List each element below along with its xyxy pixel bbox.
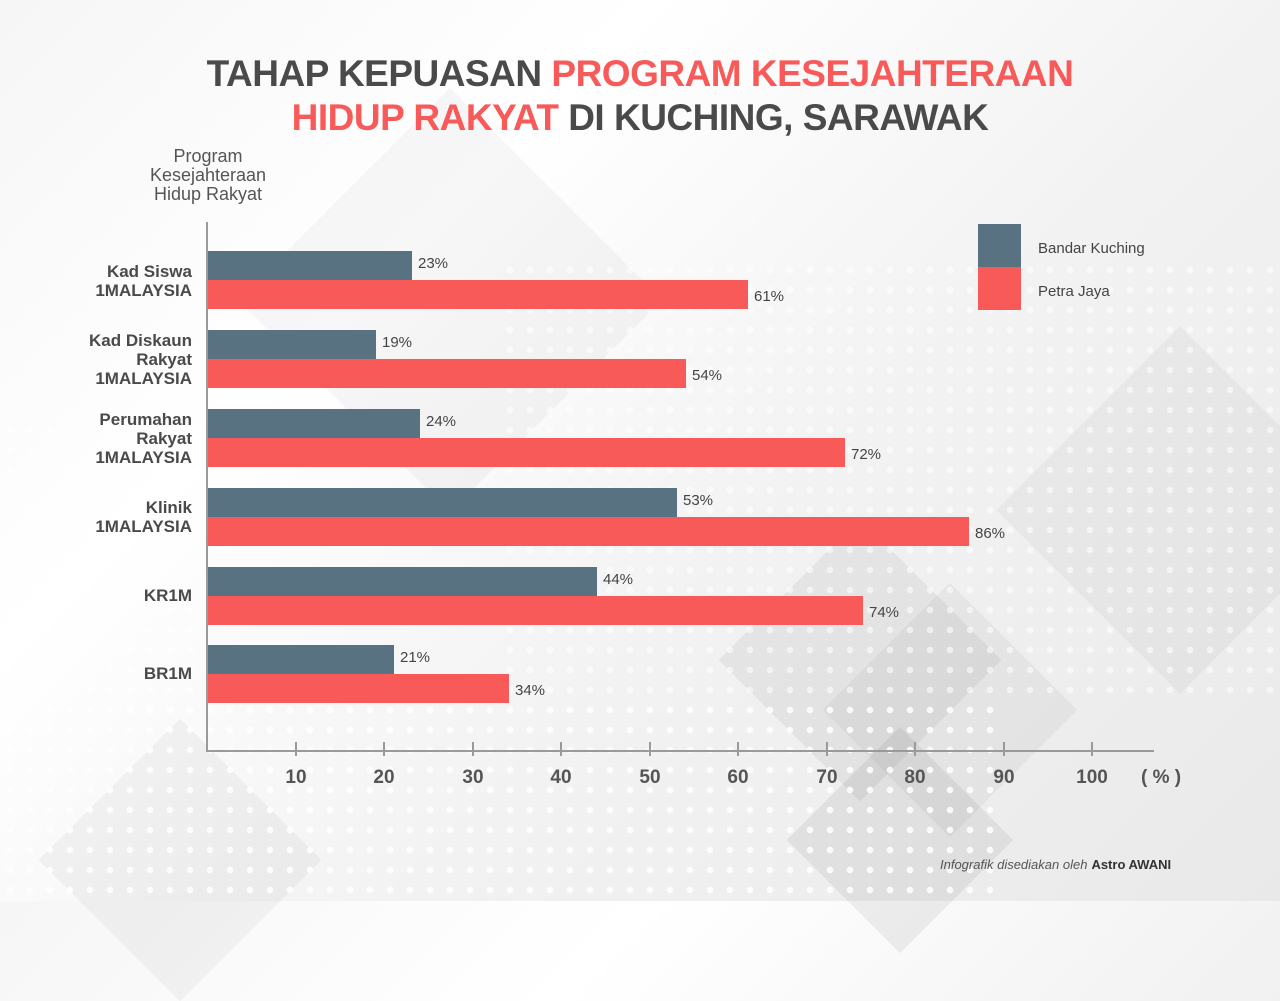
- legend-swatch-bandar-kuching: [978, 224, 1021, 267]
- bar-value-label: 86%: [975, 525, 1006, 542]
- y-axis-line: [206, 222, 208, 752]
- category-label-klinik: Klinik 1MALAYSIA: [40, 498, 192, 536]
- bar-bandar-kuching: [208, 645, 394, 674]
- bar-bandar-kuching: [208, 409, 420, 438]
- bar-value-label: 23%: [418, 255, 449, 272]
- bar-bandar-kuching: [208, 488, 677, 517]
- x-axis-tick: [737, 742, 739, 756]
- category-label-kad-diskaun: Kad Diskaun Rakyat 1MALAYSIA: [40, 331, 192, 388]
- bar-value-label: 53%: [683, 492, 714, 509]
- x-axis-tick: [914, 742, 916, 756]
- bg-dot-pattern: [0, 700, 1000, 900]
- category-label-br1m: BR1M: [40, 664, 192, 683]
- x-axis-tick: [383, 742, 385, 756]
- y-axis-title-line: Hidup Rakyat: [153, 184, 263, 204]
- x-axis-tick-label: 100: [1076, 767, 1108, 788]
- category-label-line: Rakyat: [136, 350, 192, 369]
- credit-line: Infografik disediakan oleh Astro AWANI: [940, 857, 1171, 872]
- category-label-line: 1MALAYSIA: [95, 448, 192, 467]
- x-axis-unit: ( % ): [1141, 767, 1182, 788]
- y-axis-title: Program Kesejahteraan Hidup Rakyat: [128, 147, 288, 204]
- x-axis-tick: [649, 742, 651, 756]
- category-label-kr1m: KR1M: [40, 586, 192, 605]
- bar-petra-jaya: [208, 280, 748, 309]
- x-axis-tick-label: 70: [816, 767, 838, 788]
- category-label-line: 1MALAYSIA: [95, 369, 192, 388]
- x-axis-tick: [1003, 742, 1005, 756]
- category-label-line: Klinik: [145, 498, 192, 517]
- bar-petra-jaya: [208, 596, 863, 625]
- bg-diamond: [786, 726, 1014, 954]
- bar-petra-jaya: [208, 438, 845, 467]
- x-axis-tick-label: 50: [639, 767, 661, 788]
- bar-petra-jaya: [208, 517, 969, 546]
- category-label-line: Perumahan: [99, 410, 192, 429]
- x-axis-tick-label: 60: [727, 767, 749, 788]
- category-label-line: Kad Diskaun: [89, 331, 192, 350]
- bar-value-label: 24%: [426, 413, 457, 430]
- x-axis-tick: [295, 742, 297, 756]
- bar-bandar-kuching: [208, 251, 412, 280]
- x-axis-tick-label: 90: [993, 767, 1015, 788]
- x-axis-tick-label: 40: [550, 767, 572, 788]
- bar-value-label: 44%: [603, 571, 634, 588]
- x-axis-line: [206, 750, 1154, 752]
- x-axis-tick-label: 30: [462, 767, 484, 788]
- credit-prefix: Infografik disediakan oleh: [940, 857, 1088, 872]
- bar-value-label: 61%: [754, 288, 785, 305]
- category-label-line: Kad Siswa: [106, 262, 192, 281]
- bar-value-label: 74%: [869, 604, 900, 621]
- y-axis-title-line: Kesejahteraan: [149, 165, 267, 185]
- category-label-line: Rakyat: [136, 429, 192, 448]
- bg-dot-pattern: [500, 260, 1280, 700]
- bar-value-label: 72%: [851, 446, 882, 463]
- chart-title: TAHAP KEPUASAN PROGRAM KESEJAHTERAAN HID…: [0, 52, 1280, 140]
- category-label-perumahan: Perumahan Rakyat 1MALAYSIA: [40, 410, 192, 467]
- bar-bandar-kuching: [208, 567, 597, 596]
- bg-diamond: [38, 718, 322, 1001]
- title-accent-1: PROGRAM KESEJAHTERAAN: [551, 53, 1074, 94]
- legend-label-bandar-kuching: Bandar Kuching: [1038, 240, 1145, 257]
- x-axis-tick-label: 80: [904, 767, 926, 788]
- credit-brand: Astro AWANI: [1091, 857, 1172, 872]
- bar-bandar-kuching: [208, 330, 376, 359]
- bar-value-label: 21%: [400, 649, 431, 666]
- legend-label-petra-jaya: Petra Jaya: [1038, 283, 1110, 300]
- y-axis-title-line: Program: [173, 146, 243, 166]
- bar-petra-jaya: [208, 674, 509, 703]
- category-label-line: KR1M: [143, 586, 192, 605]
- bar-value-label: 19%: [382, 334, 413, 351]
- bar-petra-jaya: [208, 359, 686, 388]
- category-label-line: BR1M: [143, 664, 192, 683]
- category-label-line: 1MALAYSIA: [95, 517, 192, 536]
- bg-diamond: [996, 326, 1280, 694]
- title-accent-2: HIDUP RAKYAT: [291, 97, 559, 138]
- bar-value-label: 34%: [515, 682, 546, 699]
- title-part-1: TAHAP KEPUASAN: [206, 53, 552, 94]
- title-part-2: DI KUCHING, SARAWAK: [558, 97, 989, 138]
- x-axis-tick: [560, 742, 562, 756]
- x-axis-tick-label: 20: [373, 767, 395, 788]
- bar-value-label: 54%: [692, 367, 723, 384]
- x-axis-tick: [1091, 742, 1093, 756]
- x-axis-tick: [826, 742, 828, 756]
- x-axis-tick: [472, 742, 474, 756]
- bg-diamond: [718, 518, 1002, 802]
- legend-swatch-petra-jaya: [978, 267, 1021, 310]
- x-axis-tick-label: 10: [285, 767, 307, 788]
- category-label-kad-siswa: Kad Siswa 1MALAYSIA: [40, 262, 192, 300]
- category-label-line: 1MALAYSIA: [95, 281, 192, 300]
